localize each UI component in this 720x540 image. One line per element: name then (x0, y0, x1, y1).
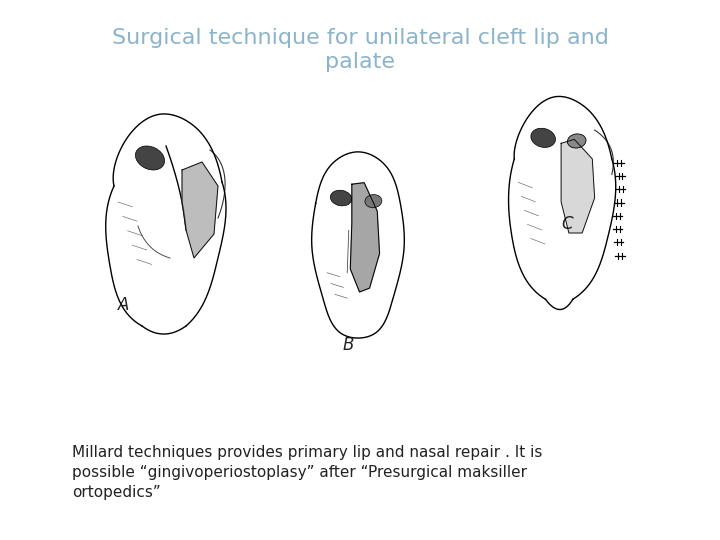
Polygon shape (351, 183, 379, 292)
Text: C: C (561, 215, 572, 233)
Ellipse shape (567, 134, 586, 148)
Text: Surgical technique for unilateral cleft lip and: Surgical technique for unilateral cleft … (112, 28, 608, 48)
Text: A: A (118, 296, 130, 314)
Ellipse shape (531, 128, 555, 147)
Text: possible “gingivoperiostoplasy” after “Presurgical maksiller: possible “gingivoperiostoplasy” after “P… (72, 464, 527, 480)
Ellipse shape (330, 190, 352, 206)
Text: B: B (343, 336, 354, 354)
Text: ortopedics”: ortopedics” (72, 484, 161, 500)
Text: palate: palate (325, 52, 395, 72)
Ellipse shape (365, 194, 382, 208)
Polygon shape (561, 139, 595, 233)
Ellipse shape (135, 146, 165, 170)
Text: Millard techniques provides primary lip and nasal repair . It is: Millard techniques provides primary lip … (72, 444, 542, 460)
Polygon shape (182, 162, 218, 258)
